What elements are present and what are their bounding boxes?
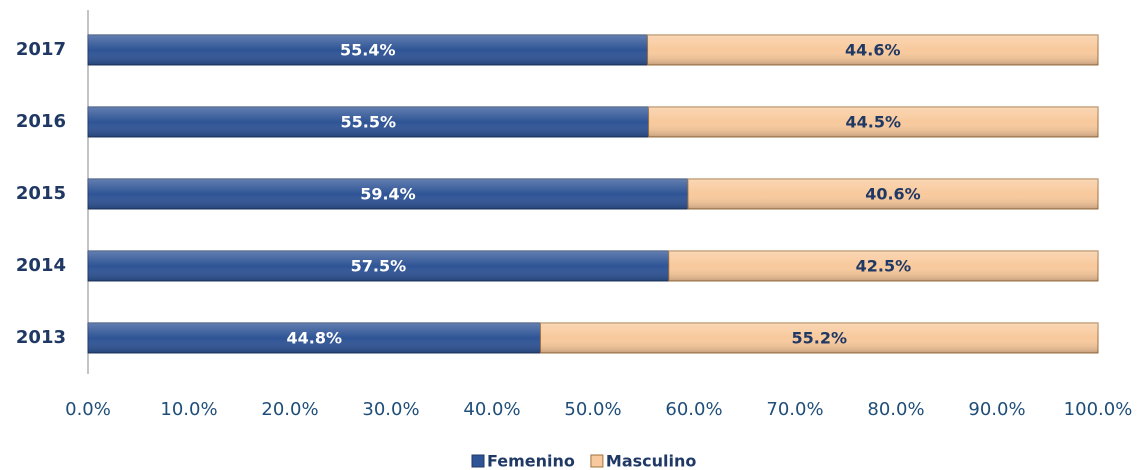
x-tick-label: 40.0% (463, 399, 520, 420)
x-tick-label: 50.0% (564, 399, 621, 420)
data-label: 44.8% (286, 329, 342, 348)
y-tick-label: 2016 (16, 111, 66, 132)
legend-swatch (471, 454, 485, 468)
legend-label: Masculino (606, 452, 696, 470)
data-label: 44.5% (846, 113, 902, 132)
bar-shade (668, 251, 1098, 281)
data-label: 55.2% (791, 329, 847, 348)
bar-shade (648, 107, 1098, 137)
y-tick-label: 2014 (16, 255, 66, 276)
legend-swatch (590, 454, 604, 468)
y-tick-label: 2015 (16, 183, 66, 204)
bar-shade (88, 179, 688, 209)
bar-shade (540, 323, 1098, 353)
bar-shade (687, 179, 1098, 209)
data-label: 55.4% (340, 41, 396, 60)
x-tick-label: 30.0% (362, 399, 419, 420)
bar-shade (88, 251, 669, 281)
x-tick-label: 90.0% (968, 399, 1025, 420)
bar-shade (88, 35, 648, 65)
y-tick-label: 2013 (16, 327, 66, 348)
x-tick-label: 0.0% (65, 399, 111, 420)
x-tick-label: 70.0% (766, 399, 823, 420)
bar-shade (88, 107, 649, 137)
bar-shade (88, 323, 541, 353)
x-tick-label: 20.0% (261, 399, 318, 420)
y-tick-label: 2017 (16, 39, 66, 60)
x-tick-label: 100.0% (1064, 399, 1133, 420)
data-label: 42.5% (856, 257, 912, 276)
legend-label: Femenino (487, 452, 575, 470)
bar-shade (647, 35, 1098, 65)
x-tick-label: 80.0% (867, 399, 924, 420)
data-label: 55.5% (341, 113, 397, 132)
x-tick-label: 60.0% (665, 399, 722, 420)
data-label: 44.6% (845, 41, 901, 60)
x-tick-label: 10.0% (160, 399, 217, 420)
data-label: 59.4% (360, 185, 416, 204)
data-label: 57.5% (351, 257, 407, 276)
data-label: 40.6% (865, 185, 921, 204)
